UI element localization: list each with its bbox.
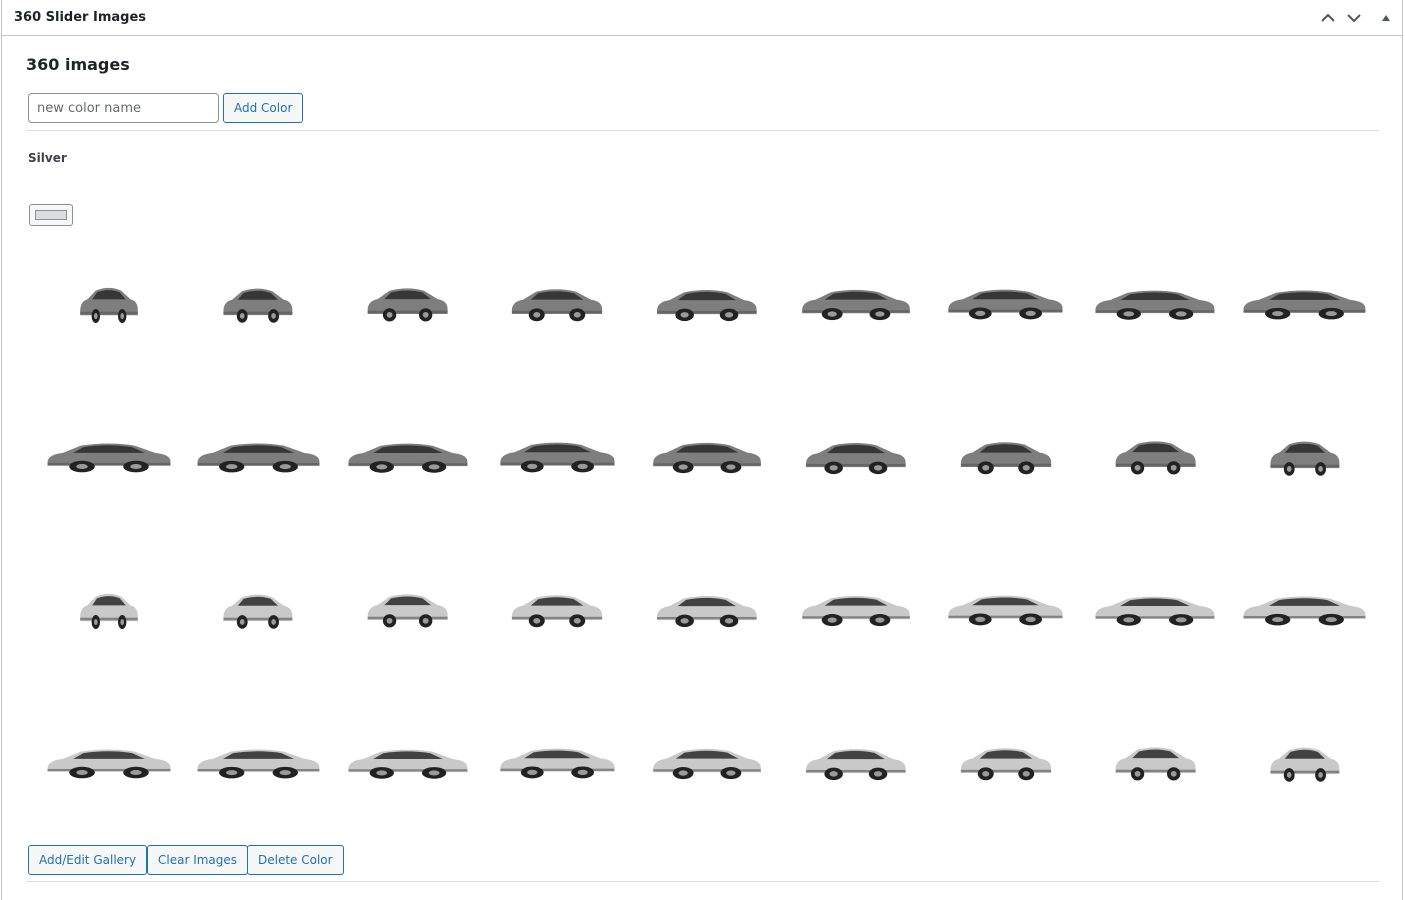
- gallery-image-31[interactable]: [498, 742, 617, 779]
- car-image: [367, 594, 448, 628]
- car-image: [1270, 747, 1340, 782]
- gallery-image-3[interactable]: [366, 281, 449, 322]
- clear-images-button[interactable]: Clear Images: [147, 845, 249, 875]
- delete-color-button[interactable]: Delete Color: [247, 845, 344, 875]
- gallery-image-28[interactable]: [45, 743, 173, 779]
- car-image: [1115, 747, 1196, 781]
- car-image: [223, 594, 293, 629]
- gallery-image-13[interactable]: [498, 436, 617, 473]
- gallery-image-35[interactable]: [1114, 740, 1197, 781]
- gallery-image-36[interactable]: [1269, 740, 1341, 783]
- gallery-image-17[interactable]: [1114, 434, 1197, 475]
- gallery-image-23[interactable]: [655, 589, 759, 628]
- gallery-image-25[interactable]: [946, 589, 1065, 626]
- gallery-image-15[interactable]: [804, 436, 908, 475]
- gallery-image-32[interactable]: [651, 742, 763, 780]
- chevron-down-icon: [1347, 14, 1361, 23]
- divider: [26, 130, 1379, 131]
- car-image: [512, 595, 603, 628]
- color-name-label: Silver: [28, 151, 67, 165]
- car-image: [652, 442, 761, 474]
- gallery-image-19[interactable]: [79, 586, 139, 630]
- gallery-image-34[interactable]: [959, 741, 1053, 781]
- gallery-image-10[interactable]: [45, 437, 173, 473]
- car-image: [656, 289, 757, 321]
- car-image: [197, 443, 320, 473]
- gallery-image-33[interactable]: [804, 742, 908, 781]
- car-image: [806, 442, 907, 474]
- gallery-image-2[interactable]: [222, 281, 294, 324]
- section-heading: 360 images: [26, 55, 130, 74]
- car-image: [348, 749, 468, 779]
- car-image: [1270, 441, 1340, 476]
- color-swatch: [35, 210, 67, 220]
- gallery-image-30[interactable]: [346, 743, 470, 779]
- car-image: [1243, 290, 1366, 320]
- car-image: [512, 289, 603, 322]
- gallery-image-6[interactable]: [800, 283, 912, 321]
- divider-bottom: [26, 881, 1379, 882]
- gallery-image-18[interactable]: [1269, 434, 1341, 477]
- car-image: [802, 289, 911, 321]
- add-color-button[interactable]: Add Color: [223, 93, 304, 123]
- car-image: [223, 288, 293, 323]
- car-image: [47, 749, 171, 779]
- car-image: [948, 596, 1063, 626]
- car-image: [500, 749, 615, 779]
- gallery-image-16[interactable]: [959, 435, 1053, 475]
- car-image: [656, 595, 757, 627]
- gallery-image-12[interactable]: [346, 437, 470, 473]
- gallery-image-26[interactable]: [1093, 590, 1217, 626]
- gallery-image-14[interactable]: [651, 436, 763, 474]
- metabox-title: 360 Slider Images: [14, 10, 147, 25]
- car-image: [960, 442, 1051, 475]
- car-image: [79, 593, 138, 630]
- gallery-image-4[interactable]: [510, 282, 604, 322]
- car-image: [652, 748, 761, 780]
- gallery-image-5[interactable]: [655, 283, 759, 322]
- triangle-up-icon: [1382, 15, 1390, 21]
- move-up-button[interactable]: [1317, 8, 1339, 28]
- car-image: [1095, 290, 1215, 320]
- gallery-image-29[interactable]: [195, 743, 322, 779]
- move-down-button[interactable]: [1343, 8, 1365, 28]
- car-image: [960, 748, 1051, 781]
- gallery-image-8[interactable]: [1093, 284, 1217, 320]
- car-image: [948, 290, 1063, 320]
- car-image: [806, 748, 907, 780]
- car-image: [197, 749, 320, 779]
- car-image: [500, 443, 615, 473]
- chevron-up-icon: [1321, 13, 1335, 22]
- gallery-image-7[interactable]: [946, 283, 1065, 320]
- gallery-image-11[interactable]: [195, 437, 322, 473]
- car-image: [79, 287, 138, 324]
- gallery-image-20[interactable]: [222, 587, 294, 630]
- car-image: [1243, 596, 1366, 626]
- car-image: [1115, 441, 1196, 475]
- color-swatch-button[interactable]: [29, 204, 73, 226]
- gallery-image-24[interactable]: [800, 589, 912, 627]
- car-image: [47, 443, 171, 473]
- car-image: [1095, 596, 1215, 626]
- gallery-image-27[interactable]: [1241, 590, 1368, 626]
- new-color-name-input[interactable]: [28, 93, 219, 123]
- metabox-header: 360 Slider Images: [2, 0, 1402, 36]
- gallery-image-21[interactable]: [366, 587, 449, 628]
- add-edit-gallery-button[interactable]: Add/Edit Gallery: [28, 845, 148, 875]
- gallery-image-22[interactable]: [510, 588, 604, 628]
- car-image: [802, 595, 911, 627]
- toggle-panel-button[interactable]: [1375, 8, 1397, 28]
- car-image: [367, 288, 448, 322]
- gallery-image-1[interactable]: [79, 280, 139, 324]
- gallery-image-9[interactable]: [1241, 284, 1368, 320]
- car-image: [348, 443, 468, 473]
